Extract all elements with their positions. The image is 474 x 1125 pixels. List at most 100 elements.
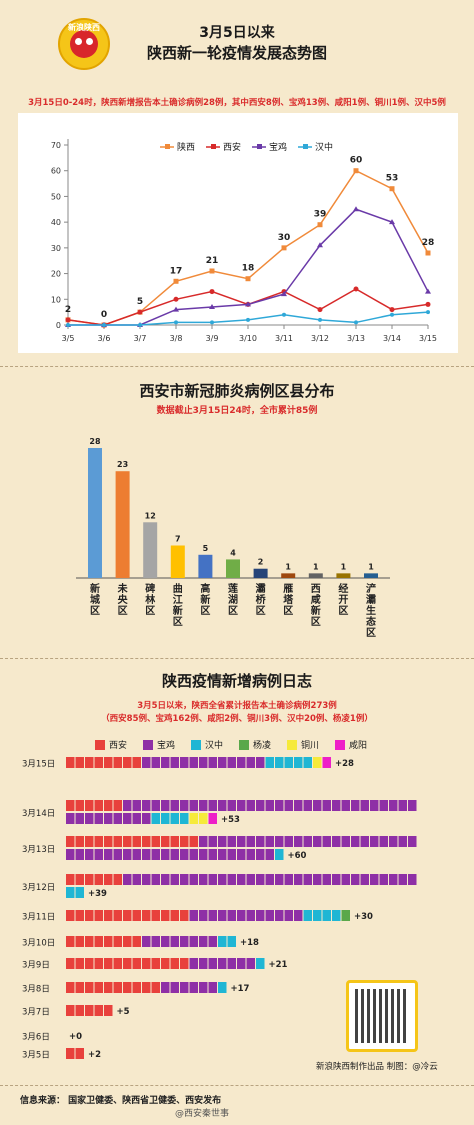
bar-高新区 [198, 554, 213, 578]
case-block [284, 910, 293, 921]
case-block [398, 800, 407, 811]
point-宝鸡 [209, 304, 215, 309]
case-block [123, 800, 132, 811]
case-block [151, 813, 160, 824]
bar-西咸新区 [308, 573, 323, 578]
point-汉中 [246, 317, 250, 322]
bar-category-label: 区 [283, 605, 293, 617]
district-chart-subtitle: 数据截止3月15日24时，全市累计85例 [156, 406, 318, 416]
case-block [256, 849, 265, 860]
bar-雁塔区 [281, 573, 296, 578]
case-block [123, 958, 132, 969]
case-block [113, 800, 122, 811]
point-西安 [425, 301, 431, 307]
row-total: +21 [269, 960, 288, 970]
case-block [180, 836, 189, 847]
case-block [85, 757, 94, 768]
case-block [218, 958, 227, 969]
case-block [94, 958, 103, 969]
case-block [313, 874, 322, 885]
legend-marker [303, 144, 308, 149]
case-block [123, 874, 132, 885]
y-tick-label: 0 [56, 321, 61, 330]
point-陕西 [245, 276, 251, 282]
case-block [104, 982, 113, 993]
legend-swatch [143, 739, 153, 750]
case-block [161, 849, 170, 860]
bar-category-label: 区 [90, 605, 100, 617]
case-block [227, 836, 236, 847]
case-block [379, 836, 388, 847]
x-tick-label: 3/12 [311, 334, 329, 343]
case-block [170, 874, 179, 885]
point-汉中 [426, 310, 430, 315]
y-tick-label: 70 [51, 141, 61, 150]
case-block [284, 874, 293, 885]
case-block [218, 874, 227, 885]
bar-category-label: 浐 [366, 582, 376, 595]
case-block [66, 874, 75, 885]
case-block [284, 800, 293, 811]
bar-category-label: 高 [200, 582, 210, 595]
case-block [85, 982, 94, 993]
case-block [85, 813, 94, 824]
bar-category-label: 区 [338, 605, 348, 617]
case-block [227, 849, 236, 860]
case-block [237, 836, 246, 847]
case-block [66, 813, 75, 824]
case-block [275, 874, 284, 885]
case-block [218, 800, 227, 811]
case-block [227, 958, 236, 969]
case-block [408, 836, 417, 847]
case-block [275, 800, 284, 811]
point-西安 [65, 317, 71, 323]
case-block [237, 958, 246, 969]
point-汉中 [390, 312, 394, 317]
legend-swatch [335, 739, 345, 750]
case-block [113, 849, 122, 860]
log-legend-item: 宝鸡 [143, 738, 175, 751]
footer-divider [0, 1085, 474, 1086]
case-block [275, 910, 284, 921]
logo-text: 新浪陕西 [68, 23, 100, 32]
case-block [132, 982, 141, 993]
case-block [161, 836, 170, 847]
data-label: 53 [386, 174, 399, 184]
point-宝鸡 [317, 242, 323, 248]
log-title: 陕西疫情新增病例日志 [161, 672, 312, 690]
case-block [199, 982, 208, 993]
case-block [142, 757, 151, 768]
row-date: 3月12日 [22, 883, 55, 893]
case-block [265, 874, 274, 885]
case-block [208, 800, 217, 811]
case-block [360, 800, 369, 811]
case-block [237, 849, 246, 860]
case-block [351, 874, 360, 885]
legend-label: 宝鸡 [157, 741, 176, 751]
case-block [170, 757, 179, 768]
y-tick-label: 30 [51, 244, 61, 253]
row-total: +2 [88, 1050, 101, 1060]
bar-经开区 [336, 573, 351, 578]
case-block [189, 836, 198, 847]
point-汉中 [138, 323, 142, 327]
case-block [408, 874, 417, 885]
case-block [170, 936, 179, 947]
case-block [132, 800, 141, 811]
x-tick-label: 3/15 [419, 334, 437, 343]
case-block [75, 757, 84, 768]
credit: 新浪陕西制作出品 制图：@冷云 [316, 1062, 438, 1072]
point-陕西 [173, 278, 179, 284]
case-block [227, 800, 236, 811]
bar-category-label: 雁 [283, 583, 293, 595]
bar-category-label: 区 [228, 605, 238, 617]
case-block [208, 874, 217, 885]
bar-category-label: 新 [200, 593, 210, 606]
case-block [113, 874, 122, 885]
case-block [246, 757, 255, 768]
y-tick-label: 10 [51, 295, 61, 304]
row-date: 3月11日 [22, 913, 55, 923]
bar-category-label: 央 [118, 593, 129, 606]
point-西安 [173, 296, 179, 302]
case-block [189, 757, 198, 768]
